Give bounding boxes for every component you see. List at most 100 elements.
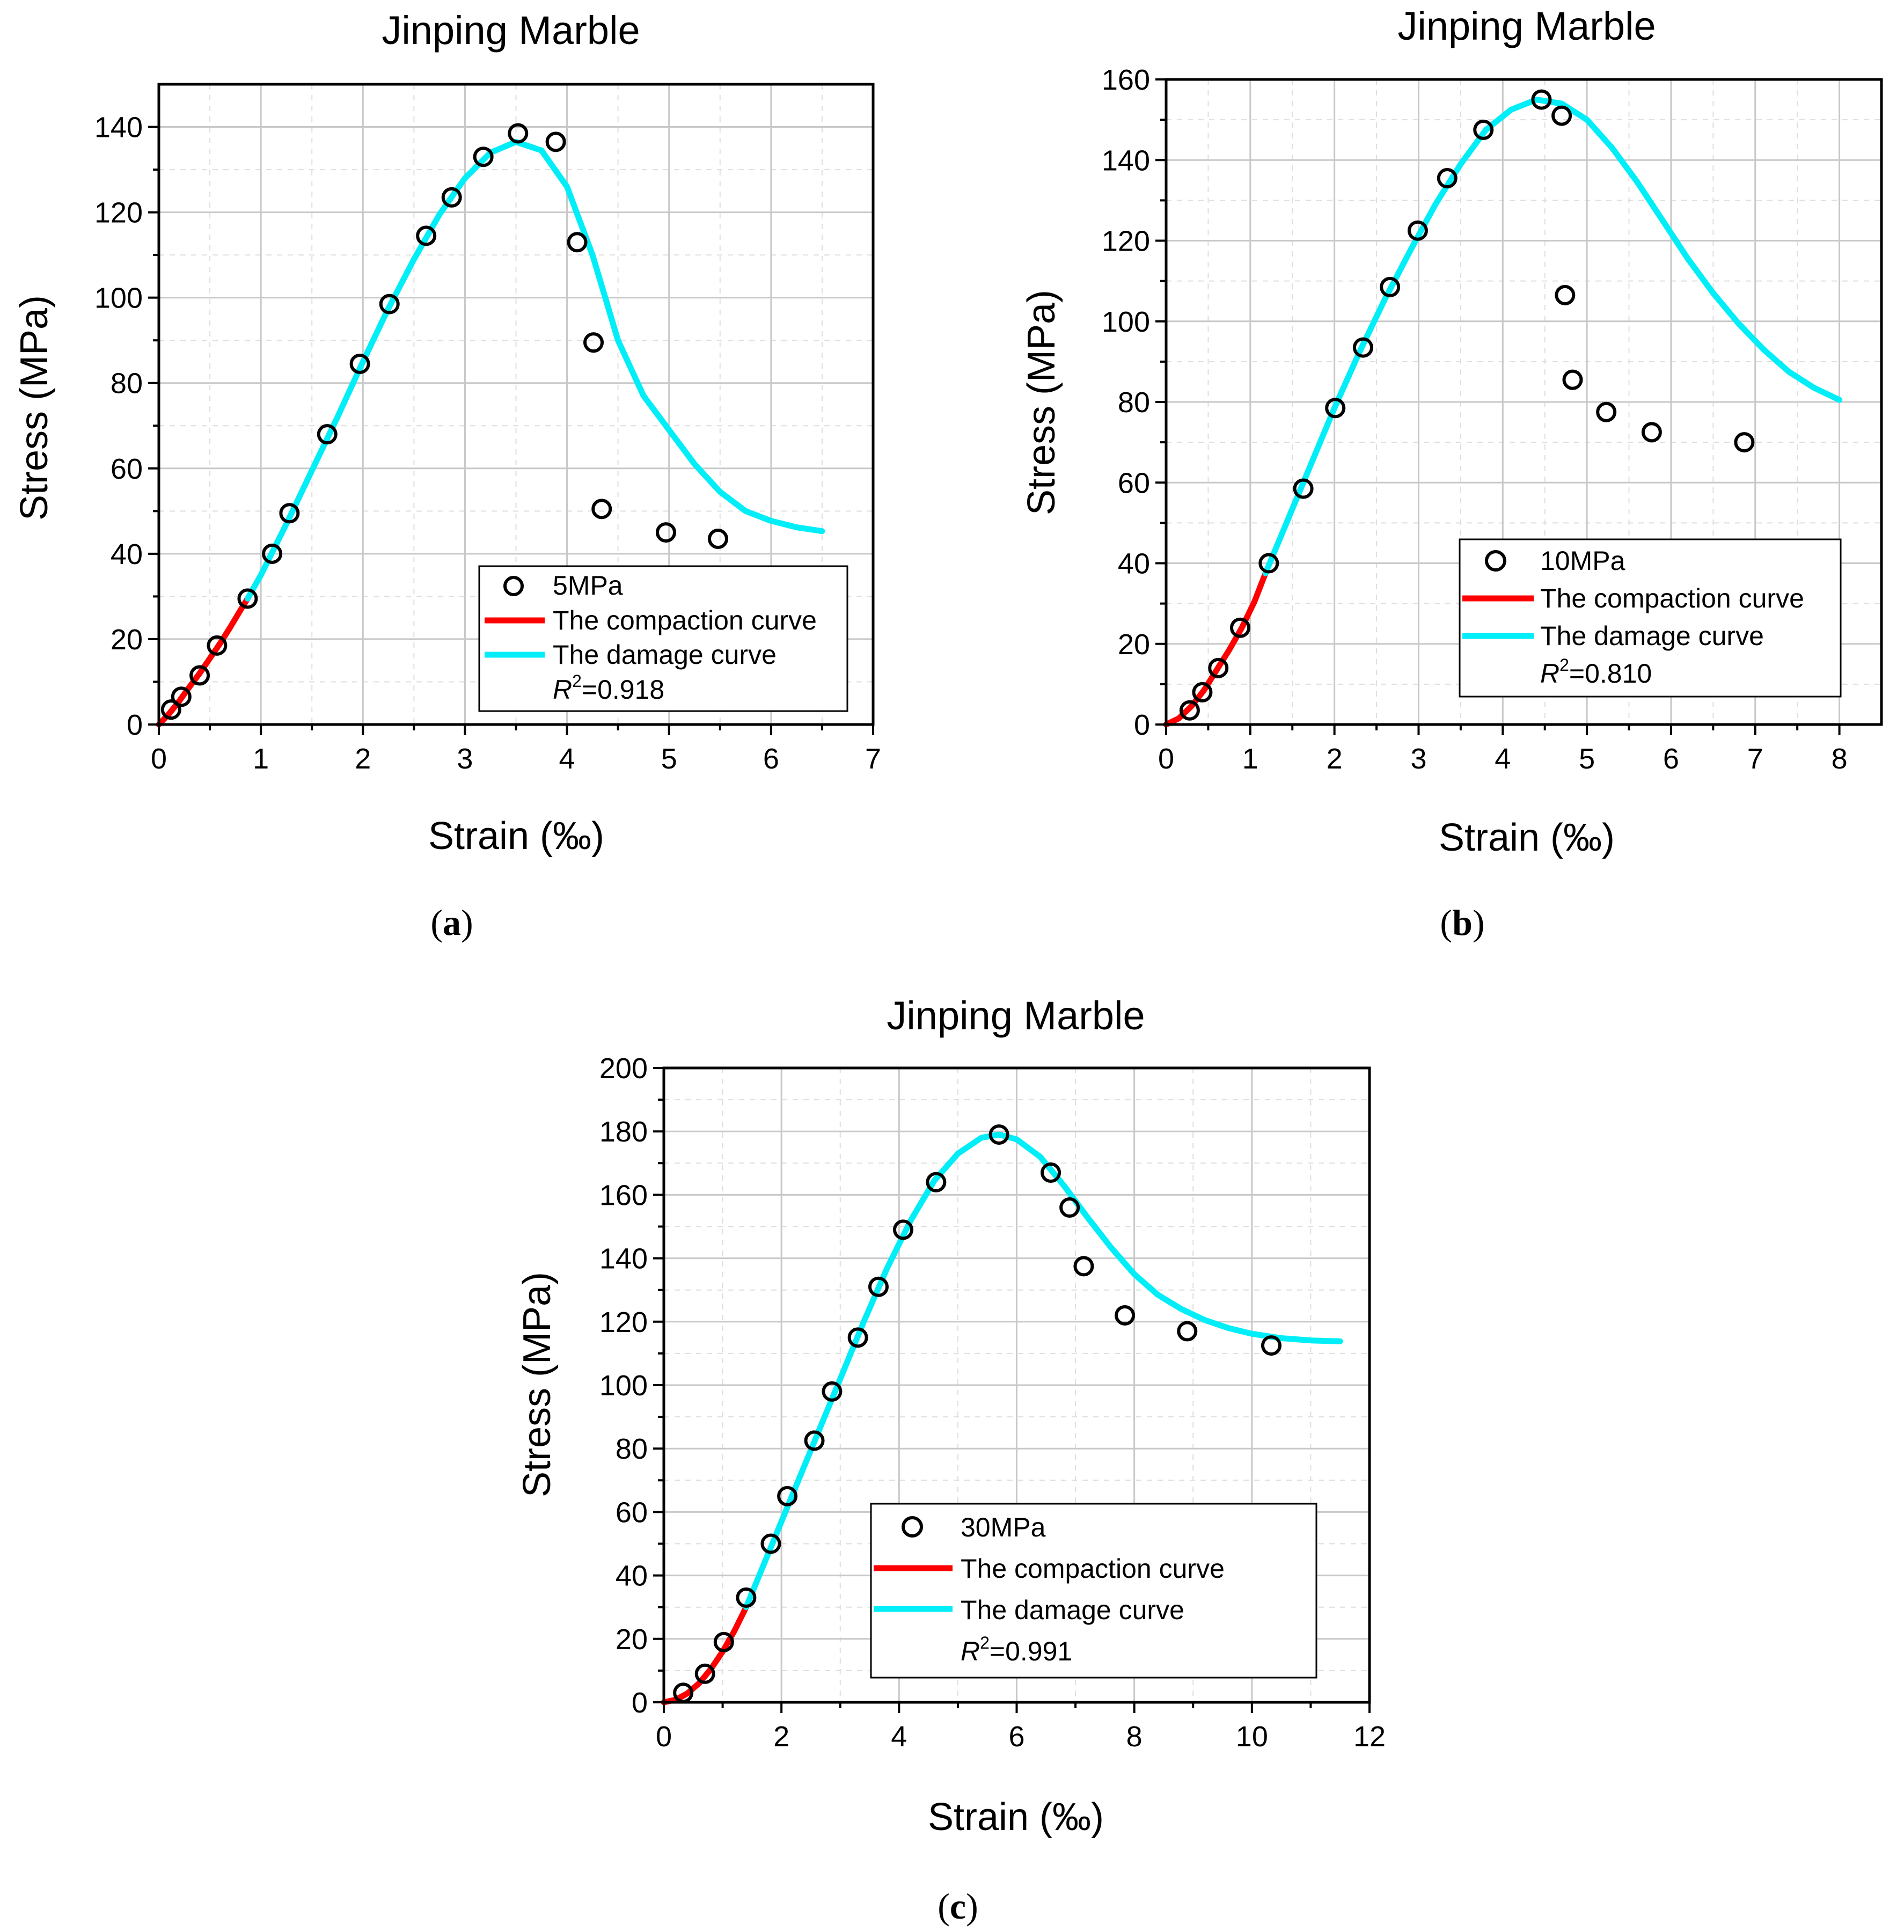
data-point [441, 187, 462, 208]
y-tick-label: 80 [111, 368, 143, 400]
data-point [1473, 119, 1494, 140]
y-tick-label: 40 [616, 1560, 648, 1592]
data-point [171, 686, 192, 707]
data-point [777, 1485, 798, 1506]
data-point [1641, 422, 1662, 443]
x-tick-label: 0 [1158, 743, 1174, 775]
data-point [760, 1533, 781, 1554]
x-tick-label: 10 [1236, 1721, 1268, 1753]
x-tick-label: 2 [1327, 743, 1343, 775]
damage-curve-line [244, 138, 825, 602]
x-tick-label: 4 [891, 1721, 907, 1753]
r-squared-annotation: R2=0.991 [961, 1633, 1072, 1666]
x-tick-label: 3 [457, 743, 473, 775]
data-point [736, 1587, 757, 1608]
chart-title: Jinping Marble [887, 993, 1145, 1038]
x-tick-label: 12 [1353, 1721, 1386, 1753]
y-tick-label: 100 [94, 282, 143, 314]
x-tick-label: 7 [1747, 743, 1763, 775]
data-point [656, 522, 677, 543]
panel-caption-a: (a) [430, 902, 473, 943]
x-tick-label: 0 [656, 1721, 672, 1753]
data-point [262, 543, 283, 564]
chart-panel-a: Jinping Marble 0 1 2 3 4 5 6 7 0 20 40 60 80 100 120 14… [13, 8, 881, 943]
x-tick-label: 4 [559, 743, 575, 775]
y-tick-label: 60 [111, 453, 143, 485]
y-tick-label: 140 [1102, 144, 1150, 177]
legend-box [478, 565, 848, 712]
data-point [160, 699, 181, 720]
legend-marker-scatter [503, 576, 524, 596]
y-tick-label: 120 [1102, 225, 1150, 258]
x-tick-label: 8 [1126, 1721, 1143, 1753]
y-axis-label: Stress (MPa) [13, 295, 56, 521]
data-point [1041, 1162, 1061, 1183]
x-tick-label: 0 [151, 743, 167, 775]
legend-marker-scatter [1485, 550, 1506, 572]
y-tick-label: 140 [599, 1243, 648, 1275]
y-tick-label: 160 [1102, 64, 1150, 96]
x-axis-label: Strain (‰) [928, 1796, 1104, 1839]
data-point [473, 147, 494, 167]
y-tick-label: 100 [599, 1370, 648, 1402]
x-tick-label: 4 [1495, 743, 1511, 775]
compaction-curve-line [156, 595, 251, 728]
panel-caption-b: (b) [1440, 902, 1484, 943]
plot-series [661, 1124, 1343, 1706]
x-tick-label: 5 [1579, 743, 1595, 775]
data-point [1293, 478, 1314, 499]
data-point [1380, 276, 1401, 297]
data-point [1551, 105, 1572, 126]
data-point [317, 424, 338, 445]
data-point [1115, 1305, 1136, 1326]
x-tick-label: 6 [763, 743, 779, 775]
data-point [237, 588, 258, 609]
y-tick-label: 20 [1118, 628, 1150, 661]
x-tick-label: 5 [661, 743, 677, 775]
chart-panel-b: Jinping Marble 0 1 2 3 4 5 6 7 80204060801001201… [1020, 4, 1883, 943]
y-tick-label: 40 [1118, 548, 1150, 580]
legend: 30MPa The compaction curve The damage cu… [870, 1503, 1317, 1679]
data-point [822, 1381, 843, 1402]
legend-marker-scatter [902, 1516, 923, 1538]
y-tick-label: 140 [94, 112, 143, 144]
y-tick-label: 20 [111, 624, 143, 656]
data-point [1073, 1256, 1094, 1277]
panel-caption-c: (c) [938, 1886, 978, 1927]
data-point [868, 1276, 889, 1297]
data-point [707, 529, 728, 550]
legend-label-damage: The damage curve [961, 1595, 1184, 1625]
r-squared-annotation: R2=0.810 [1540, 655, 1652, 689]
data-point [713, 1631, 734, 1652]
x-tick-label: 3 [1410, 743, 1426, 775]
legend: 10MPa The compaction curve The damage cu… [1459, 538, 1842, 698]
data-point [694, 1663, 715, 1684]
legend-box [870, 1503, 1317, 1679]
data-point [1352, 337, 1373, 358]
damage-curve-line [743, 1131, 1343, 1611]
data-point [349, 353, 370, 374]
x-tick-label: 7 [865, 743, 881, 775]
legend-label-series: 10MPa [1540, 546, 1625, 576]
x-tick-label: 2 [773, 1721, 789, 1753]
data-point [893, 1219, 914, 1240]
legend-label-damage: The damage curve [553, 640, 777, 670]
legend-label-compaction: The compaction curve [1540, 583, 1804, 613]
data-point [1555, 284, 1576, 305]
y-axis-label: Stress (MPa) [1020, 290, 1063, 515]
data-point [279, 503, 300, 524]
data-point [1208, 657, 1229, 678]
data-point [591, 499, 612, 519]
data-point [1179, 700, 1200, 721]
y-tick-label: 0 [632, 1687, 648, 1719]
data-point [847, 1327, 868, 1348]
data-point [804, 1430, 825, 1451]
data-point [1437, 168, 1458, 189]
y-tick-label: 180 [599, 1116, 648, 1148]
r-squared-annotation: R2=0.918 [553, 671, 664, 705]
legend-label-series: 5MPa [553, 570, 623, 601]
x-tick-label: 1 [1242, 743, 1258, 775]
legend: 5MPa The compaction curve The damage cur… [478, 565, 848, 712]
